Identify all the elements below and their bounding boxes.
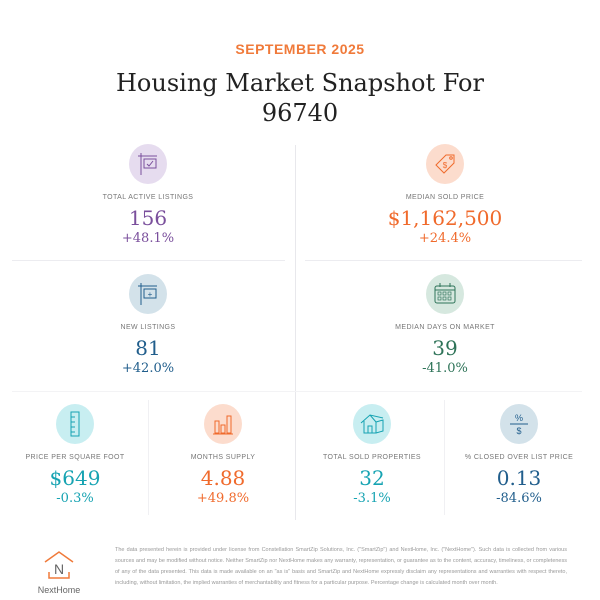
metric-card: PRICE PER SQUARE FOOT $649 -0.3% <box>0 404 155 508</box>
metric-change: -41.0% <box>422 361 468 376</box>
calendar-icon <box>426 274 464 314</box>
metric-change: +48.1% <box>121 231 175 246</box>
metric-label: MONTHS SUPPLY <box>190 454 256 461</box>
metric-value: 32 <box>359 466 385 490</box>
bar-chart-icon <box>204 404 242 444</box>
house-icon <box>353 404 391 444</box>
sign-plus-icon: + <box>129 274 167 314</box>
metric-value: $649 <box>49 466 101 490</box>
metric-card: + NEW LISTINGS 81 +42.0% <box>68 274 228 378</box>
metric-label: TOTAL SOLD PROPERTIES <box>323 454 421 461</box>
metric-value: $1,162,500 <box>387 206 503 230</box>
report-month: SEPTEMBER 2025 <box>235 41 365 57</box>
metric-label: MEDIAN SOLD PRICE <box>405 194 485 201</box>
metric-value: 4.88 <box>200 466 246 490</box>
title-line-1: Housing Market Snapshot For <box>116 69 484 97</box>
metric-value: 39 <box>432 336 458 360</box>
nexthome-logo: N NextHome <box>34 550 84 595</box>
metric-change: +49.8% <box>196 491 250 506</box>
svg-text:+: + <box>148 290 153 299</box>
price-tag-icon: $ <box>426 144 464 184</box>
divider-horizontal <box>305 260 582 261</box>
svg-text:$: $ <box>516 426 521 436</box>
metric-label: % CLOSED OVER LIST PRICE <box>464 454 574 461</box>
metric-value: 0.13 <box>496 466 542 490</box>
logo-text: NextHome <box>37 585 81 595</box>
svg-text:%: % <box>515 413 523 423</box>
metric-label: NEW LISTINGS <box>120 324 176 331</box>
sign-check-icon <box>129 144 167 184</box>
metric-label: TOTAL ACTIVE LISTINGS <box>102 194 194 201</box>
metric-change: +42.0% <box>121 361 175 376</box>
svg-text:N: N <box>54 561 64 577</box>
svg-text:$: $ <box>443 161 448 170</box>
metric-value: 156 <box>128 206 168 230</box>
house-roof-logo-icon: N <box>44 551 74 579</box>
divider-vertical <box>148 400 149 515</box>
metric-card: TOTAL ACTIVE LISTINGS 156 +48.1% <box>68 144 228 248</box>
metric-value: 81 <box>135 336 161 360</box>
metric-label: MEDIAN DAYS ON MARKET <box>395 324 495 331</box>
divider-horizontal <box>12 391 582 392</box>
metric-card: $ MEDIAN SOLD PRICE $1,162,500 +24.4% <box>365 144 525 248</box>
title-line-2: 96740 <box>261 99 339 127</box>
ruler-icon <box>56 404 94 444</box>
metric-change: -3.1% <box>353 491 391 506</box>
metric-card: MEDIAN DAYS ON MARKET 39 -41.0% <box>365 274 525 378</box>
metric-change: -0.3% <box>56 491 94 506</box>
disclaimer: The data presented herein is provided un… <box>115 547 567 586</box>
metric-label: PRICE PER SQUARE FOOT <box>25 454 125 461</box>
metric-change: +24.4% <box>418 231 472 246</box>
divider-vertical <box>444 400 445 515</box>
divider-vertical <box>295 145 296 520</box>
metric-card: % $ % CLOSED OVER LIST PRICE 0.13 -84.6% <box>439 404 599 508</box>
percent-dollar-icon: % $ <box>500 404 538 444</box>
metric-card: TOTAL SOLD PROPERTIES 32 -3.1% <box>292 404 452 508</box>
metric-change: -84.6% <box>496 491 542 506</box>
divider-horizontal <box>12 260 285 261</box>
metric-card: MONTHS SUPPLY 4.88 +49.8% <box>143 404 303 508</box>
page-title: Housing Market Snapshot For 96740 <box>0 68 600 128</box>
